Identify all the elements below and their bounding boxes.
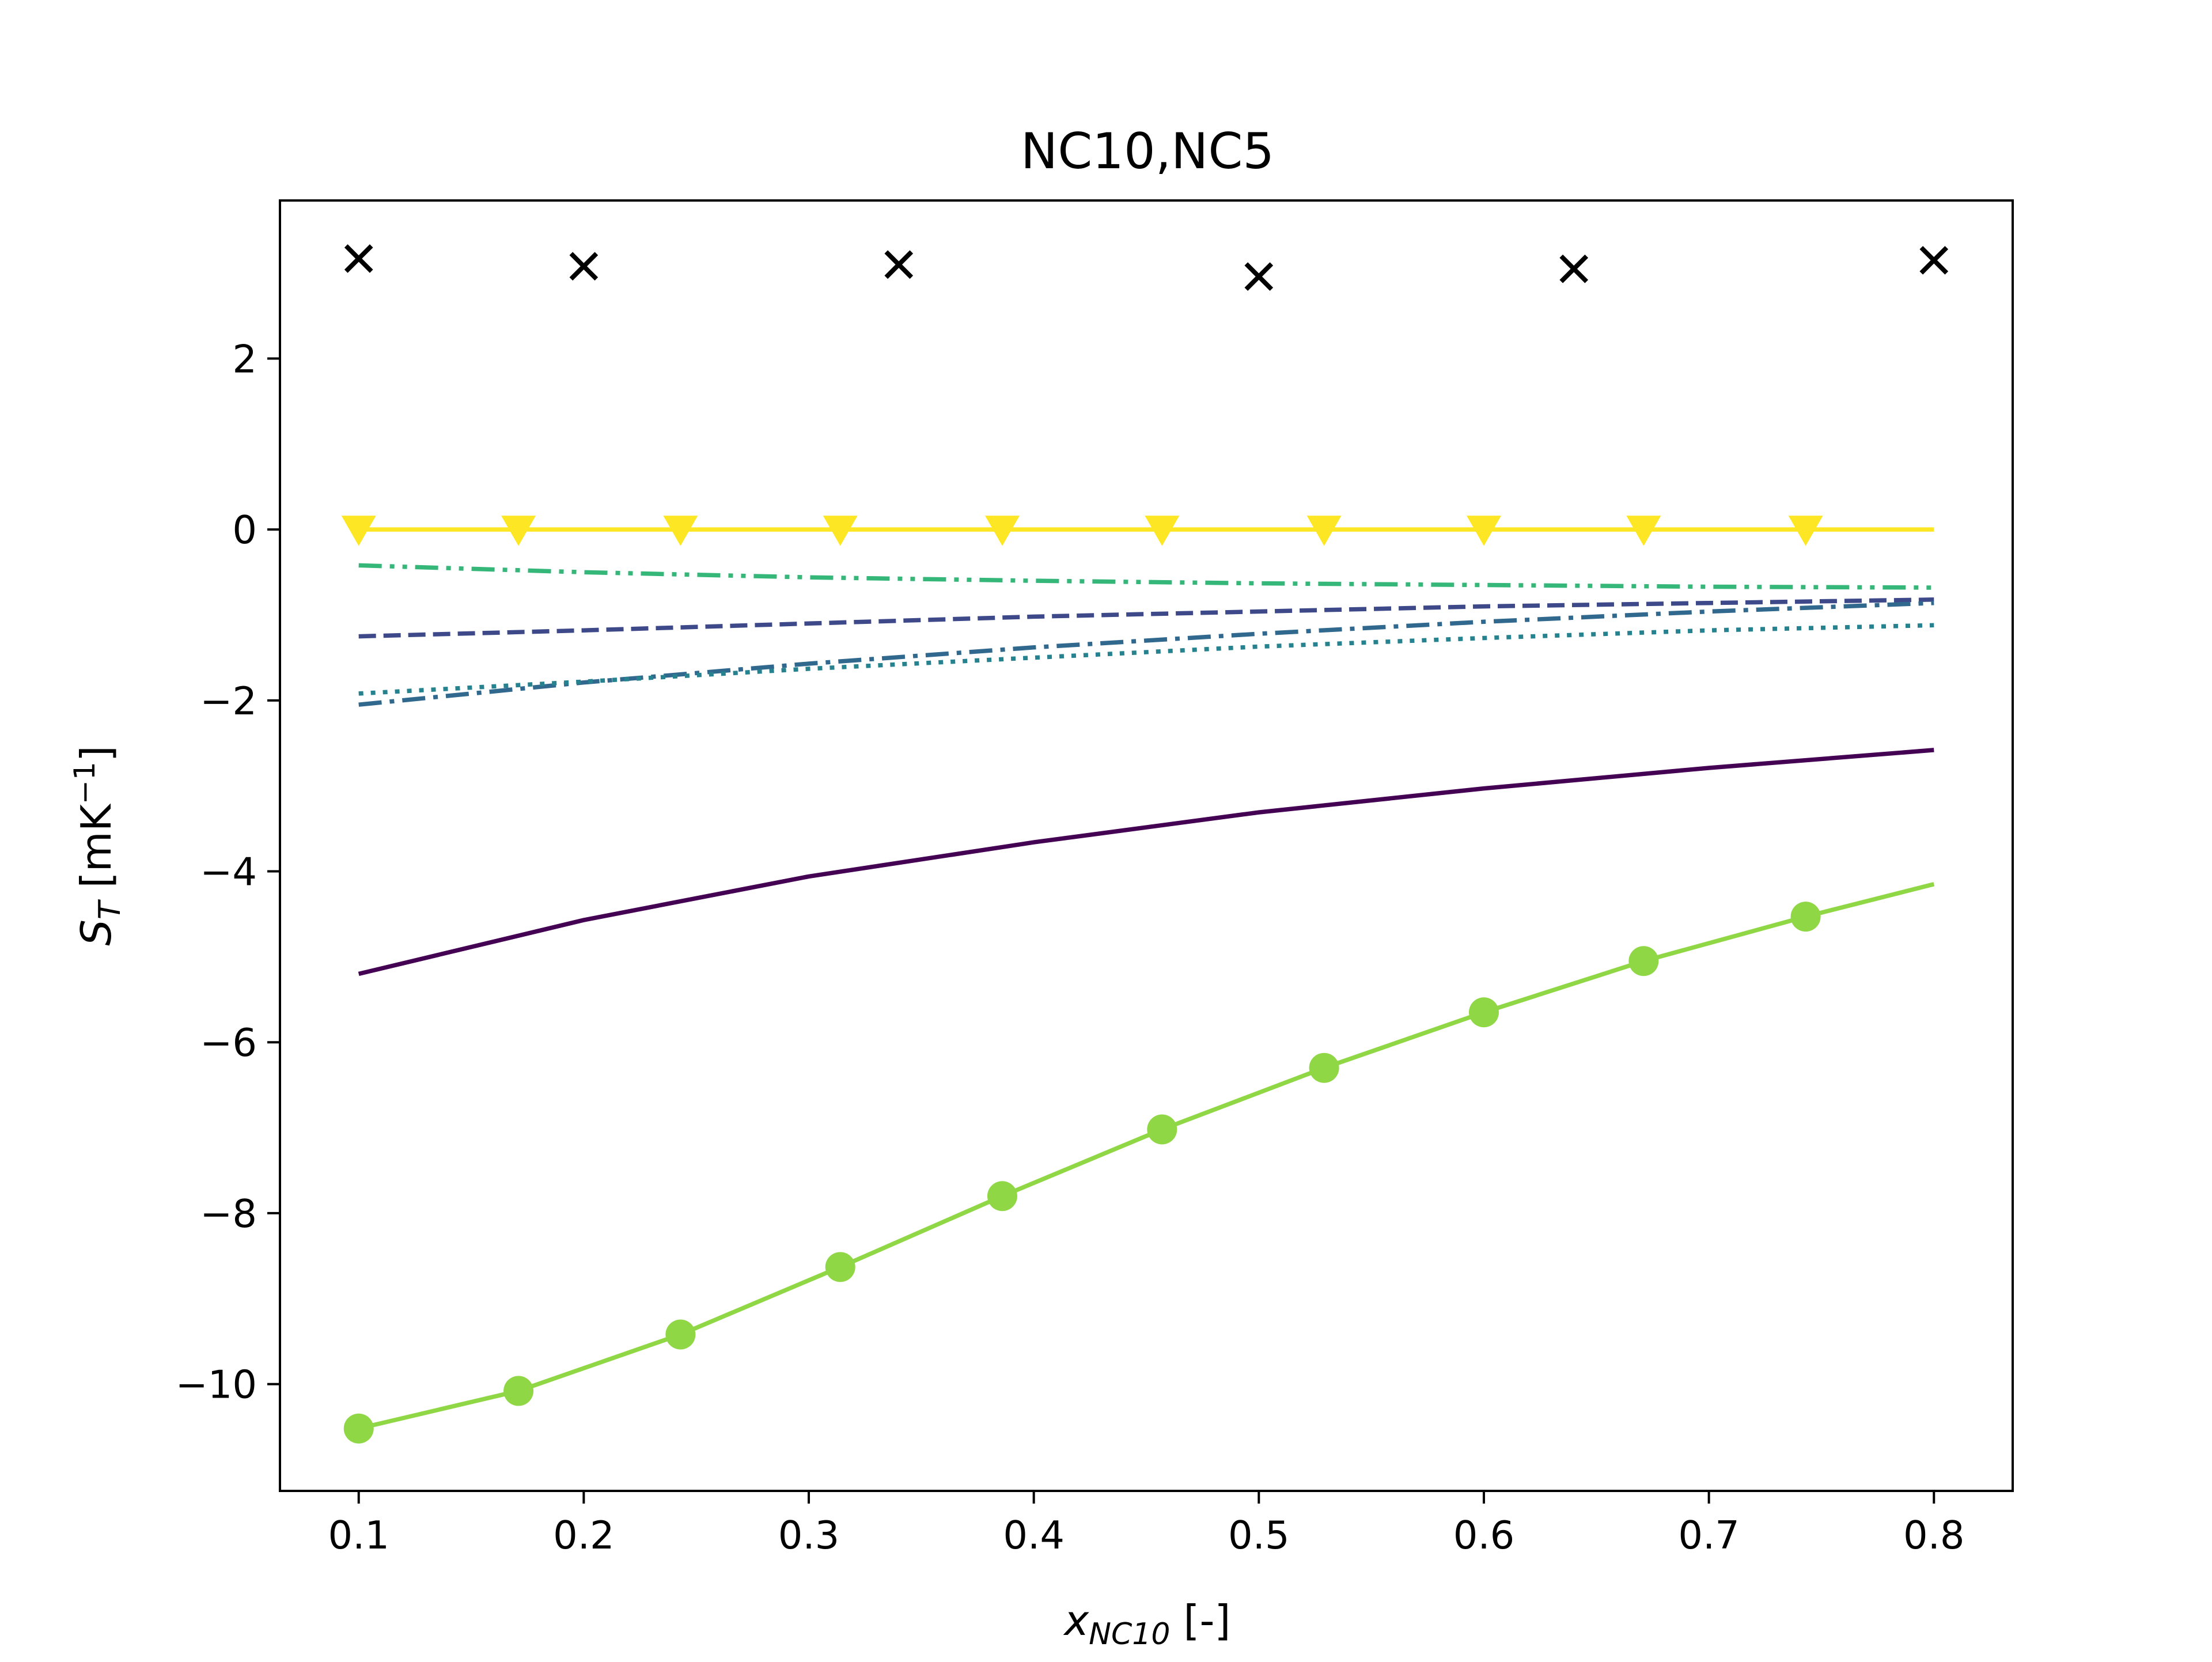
x-axis-label-suffix: [-] bbox=[1170, 1596, 1230, 1645]
y-axis: −10 −8 −6 −4 −2 0 2 bbox=[176, 336, 280, 1407]
y-tick-label: 0 bbox=[232, 508, 257, 552]
data-point bbox=[1309, 1053, 1339, 1083]
x-axis-label: xNC10 [-] bbox=[1063, 1596, 1230, 1652]
series-2 bbox=[358, 600, 1934, 707]
data-point bbox=[665, 1319, 696, 1350]
x-tick-label: 0.2 bbox=[553, 1513, 615, 1558]
y-tick-label: −10 bbox=[176, 1362, 257, 1407]
data-point bbox=[503, 1376, 534, 1406]
series-layer bbox=[341, 244, 1949, 1444]
data-point bbox=[1466, 516, 1501, 546]
series-line bbox=[358, 600, 1934, 707]
series-3 bbox=[358, 623, 1934, 696]
y-axis-label-end: ] bbox=[72, 745, 120, 762]
series-line bbox=[358, 882, 1935, 1431]
data-point bbox=[1628, 946, 1659, 976]
series-line bbox=[358, 748, 1934, 976]
data-point bbox=[823, 516, 858, 546]
series-line bbox=[358, 623, 1934, 696]
data-point bbox=[984, 516, 1020, 546]
y-axis-label: ST [mK−1] bbox=[68, 745, 127, 946]
data-point bbox=[341, 516, 376, 546]
y-axis-label-suffix: [mK bbox=[72, 803, 120, 901]
series-0 bbox=[358, 748, 1934, 976]
data-point bbox=[1626, 516, 1661, 546]
data-point bbox=[1788, 516, 1823, 546]
data-point bbox=[1790, 902, 1821, 932]
series-1 bbox=[358, 597, 1934, 639]
data-point bbox=[1145, 516, 1180, 546]
x-tick-label: 0.6 bbox=[1453, 1513, 1515, 1558]
data-point bbox=[1468, 997, 1499, 1028]
data-point bbox=[344, 244, 373, 273]
y-axis-label-sup: −1 bbox=[68, 762, 101, 804]
y-tick-label: 2 bbox=[232, 336, 257, 381]
plot-frame bbox=[279, 199, 2014, 1492]
y-tick-label: −4 bbox=[200, 850, 257, 895]
x-axis: 0.1 0.2 0.3 0.4 0.5 0.6 0.7 0.8 bbox=[328, 1491, 1965, 1558]
series-7 bbox=[344, 244, 1949, 291]
y-tick-label: −2 bbox=[200, 679, 257, 724]
series-5 bbox=[343, 882, 1935, 1444]
chart-title: NC10,NC5 bbox=[1021, 123, 1274, 180]
y-tick-label: −6 bbox=[200, 1020, 257, 1065]
y-axis-label-main: S bbox=[72, 919, 120, 946]
data-point bbox=[343, 1413, 374, 1444]
data-point bbox=[1919, 246, 1949, 275]
series-line bbox=[358, 563, 1934, 590]
x-tick-label: 0.8 bbox=[1903, 1513, 1965, 1558]
data-point bbox=[1559, 254, 1589, 283]
series-6 bbox=[341, 516, 1934, 546]
data-point bbox=[1306, 516, 1342, 546]
x-tick-label: 0.1 bbox=[328, 1513, 389, 1558]
data-point bbox=[501, 516, 536, 546]
data-point bbox=[987, 1181, 1017, 1212]
x-tick-label: 0.3 bbox=[778, 1513, 840, 1558]
data-point bbox=[884, 250, 914, 279]
x-tick-label: 0.4 bbox=[1003, 1513, 1065, 1558]
y-axis-label-sub: T bbox=[93, 899, 127, 919]
y-tick-label: −8 bbox=[200, 1191, 257, 1236]
x-tick-label: 0.7 bbox=[1678, 1513, 1740, 1558]
series-line bbox=[358, 597, 1934, 639]
data-point bbox=[569, 252, 599, 281]
x-tick-label: 0.5 bbox=[1228, 1513, 1290, 1558]
x-axis-label-main: x bbox=[1063, 1596, 1089, 1645]
data-point bbox=[1244, 262, 1274, 291]
data-point bbox=[1147, 1114, 1177, 1145]
x-axis-label-sub: NC10 bbox=[1089, 1617, 1170, 1652]
data-point bbox=[825, 1252, 855, 1282]
series-4 bbox=[358, 563, 1934, 590]
data-point bbox=[663, 516, 698, 546]
